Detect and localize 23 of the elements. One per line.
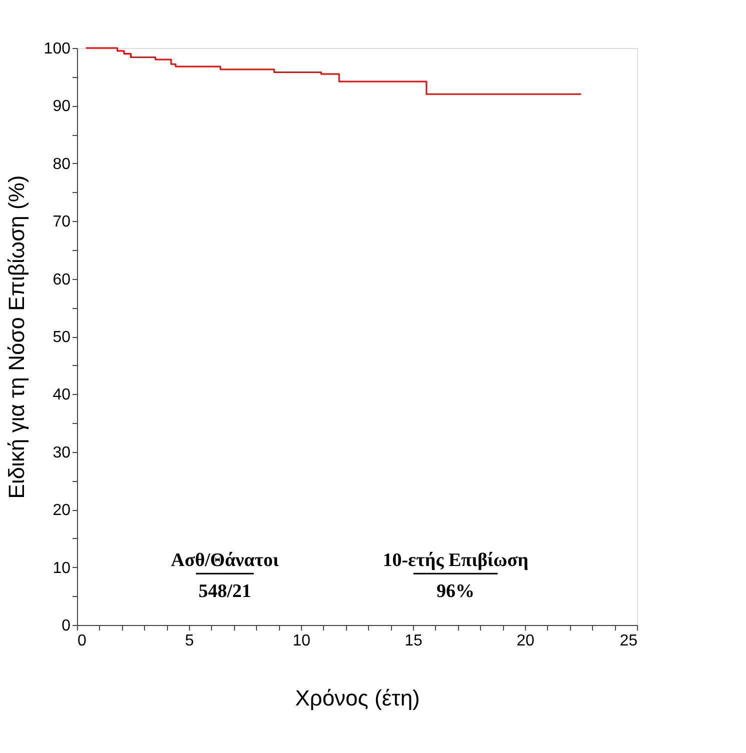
y-tick-label: 30 [52,444,71,462]
annotation: 10-ετής Επιβίωση [382,550,528,572]
x-tick-label: 25 [620,632,638,650]
y-tick-label: 70 [52,214,71,231]
y-axis-title: Ειδική για τη Νόσο Επιβίωση (%) [4,175,29,499]
x-tick-label: 0 [78,632,86,650]
y-tick-label: 80 [52,156,71,173]
annotation: 96% [436,580,475,602]
x-tick-label: 20 [516,632,534,650]
y-tick-label: 60 [52,271,71,288]
x-tick-label: 5 [185,632,194,650]
y-tick-label: 40 [52,386,71,404]
y-tick-label: 90 [52,98,71,116]
y-tick-label: 100 [44,40,71,58]
y-tick-label: 10 [52,560,71,577]
annotation: Ασθ/Θάνατοι [170,550,279,572]
y-tick-label: 0 [62,618,71,634]
y-tick-label: 50 [52,329,71,346]
y-tick-label: 20 [52,502,71,520]
x-axis-title: Χρόνος (έτη) [295,686,420,710]
x-tick-label: 10 [292,632,310,650]
x-tick-label: 15 [404,632,422,650]
annotation: 548/21 [198,580,252,602]
